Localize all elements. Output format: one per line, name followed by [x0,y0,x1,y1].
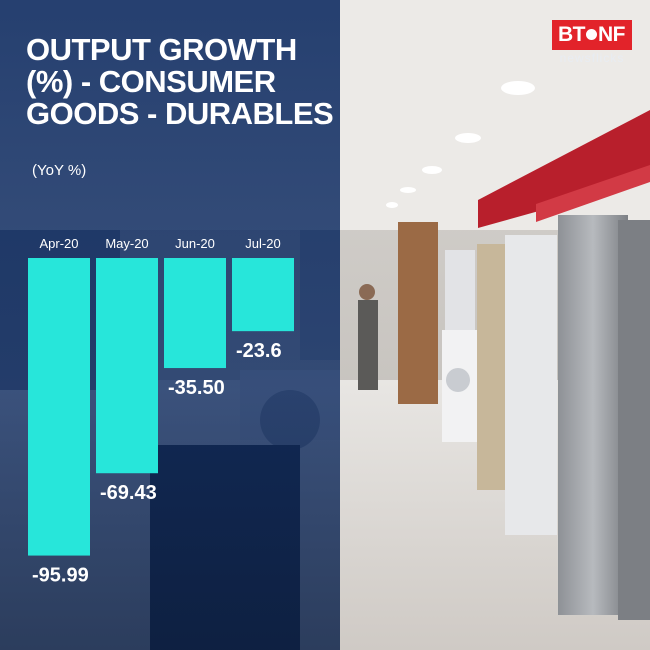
title-line-3: GOODS - DURABLES [26,96,334,131]
category-label-2: May-20 [105,236,148,251]
bar-3 [164,258,226,369]
category-label-3: Jun-20 [175,236,215,251]
title-line-1: OUTPUT GROWTH [26,32,297,67]
value-label-1: -95.99 [32,565,89,587]
logo-dot-icon [586,29,597,40]
category-label-4: Jul-20 [245,236,280,251]
logo-brand-left: BT [558,23,586,46]
bar-1 [28,258,90,556]
category-label-1: Apr-20 [39,236,78,251]
unit-label: (YoY %) [32,162,87,179]
value-label-4: -23.6 [236,340,282,362]
chart-title: OUTPUT GROWTH (%) - CONSUMER GOODS - DUR… [26,34,346,130]
logo-tagline: newsflicks [559,51,625,65]
btnf-logo: BT NF newsflicks [552,20,632,68]
bar-2 [96,258,158,474]
bar-4 [232,258,294,332]
value-label-3: -35.50 [168,377,225,399]
title-line-2: (%) - CONSUMER [26,64,276,99]
value-label-2: -69.43 [100,482,157,504]
logo-brand-right: NF [598,23,626,46]
